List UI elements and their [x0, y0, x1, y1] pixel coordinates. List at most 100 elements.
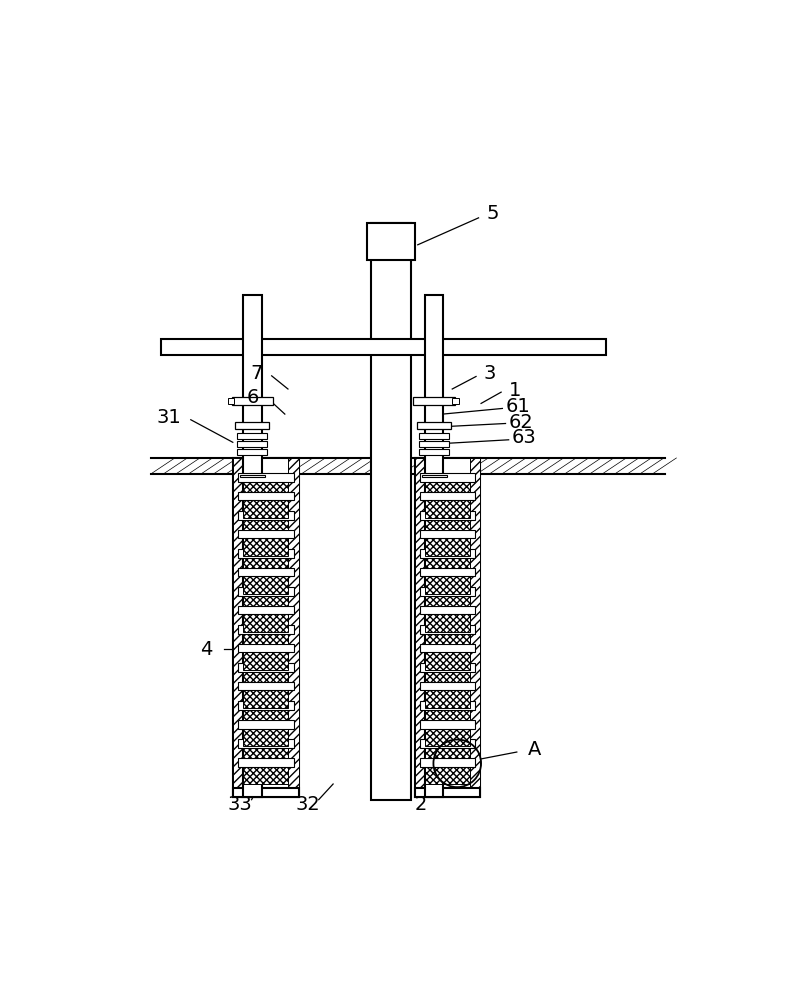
Text: A: A [528, 740, 542, 759]
Bar [420, 473, 476, 482]
Text: 2: 2 [415, 795, 427, 814]
Bar [244, 729, 288, 746]
Bar [244, 500, 288, 518]
Bar [420, 701, 476, 710]
Bar [244, 748, 288, 758]
Text: 33: 33 [228, 795, 252, 814]
Bar [238, 492, 294, 500]
Bar [420, 644, 476, 652]
Bar [238, 549, 294, 558]
Bar [233, 458, 299, 797]
Bar [426, 500, 470, 518]
Bar [244, 767, 288, 784]
Bar [243, 295, 261, 797]
Bar [452, 398, 459, 404]
Bar [420, 758, 476, 767]
Bar [238, 644, 294, 652]
Bar [244, 672, 288, 682]
Bar [238, 568, 294, 576]
Text: 62: 62 [509, 413, 534, 432]
Text: 6: 6 [247, 388, 259, 407]
Bar [420, 663, 476, 672]
Bar [426, 729, 470, 746]
Bar [420, 549, 476, 558]
Text: 1: 1 [509, 381, 521, 400]
Bar [228, 398, 234, 404]
Bar [238, 663, 294, 672]
Bar [426, 558, 470, 568]
Bar [244, 690, 288, 708]
Text: 3: 3 [484, 364, 496, 383]
Bar [426, 614, 470, 632]
Bar [237, 449, 267, 455]
Text: 63: 63 [512, 428, 536, 447]
Bar [426, 538, 470, 556]
Bar [420, 739, 476, 748]
Bar [244, 710, 288, 720]
Bar [161, 339, 606, 355]
Bar [238, 587, 294, 596]
Bar [244, 576, 288, 594]
Bar [426, 652, 470, 670]
Bar [419, 449, 449, 455]
Bar [420, 511, 476, 520]
Bar [414, 458, 426, 797]
Bar [426, 520, 470, 530]
Text: 32: 32 [295, 795, 320, 814]
Bar [420, 606, 476, 614]
Bar [421, 475, 447, 477]
Bar [420, 568, 476, 576]
Text: 4: 4 [201, 640, 213, 659]
Bar [244, 482, 288, 492]
Bar [233, 788, 299, 797]
Bar [414, 788, 481, 797]
Bar [420, 625, 476, 634]
Bar [238, 606, 294, 614]
Bar [420, 492, 476, 500]
Bar [244, 596, 288, 606]
Bar [238, 530, 294, 538]
Bar [244, 520, 288, 530]
Bar [233, 458, 244, 797]
Bar [238, 701, 294, 710]
Bar [367, 223, 415, 260]
Bar [238, 720, 294, 729]
Bar [238, 511, 294, 520]
Text: 31: 31 [156, 408, 181, 427]
Bar [426, 748, 470, 758]
Bar [244, 614, 288, 632]
Bar [426, 576, 470, 594]
Bar [426, 690, 470, 708]
Text: 7: 7 [251, 364, 263, 383]
Bar [470, 458, 481, 797]
Bar [426, 672, 470, 682]
Bar [237, 441, 267, 447]
Bar [238, 739, 294, 748]
Bar [238, 682, 294, 690]
Bar [244, 634, 288, 644]
Bar [237, 433, 267, 439]
Bar [420, 587, 476, 596]
Bar [419, 441, 449, 447]
Bar [417, 422, 451, 429]
Text: 5: 5 [487, 204, 499, 223]
Bar [420, 530, 476, 538]
Bar [426, 596, 470, 606]
Bar [426, 767, 470, 784]
Bar [426, 634, 470, 644]
Bar [425, 295, 443, 797]
Bar [238, 625, 294, 634]
Bar [420, 720, 476, 729]
Bar [239, 475, 265, 477]
Bar [235, 422, 269, 429]
Bar [371, 223, 412, 800]
Bar [238, 473, 294, 482]
Bar [288, 458, 299, 797]
Bar [238, 758, 294, 767]
Bar [426, 710, 470, 720]
Bar [420, 682, 476, 690]
Bar [244, 558, 288, 568]
Bar [414, 458, 481, 797]
Bar [419, 433, 449, 439]
Text: 61: 61 [506, 397, 531, 416]
